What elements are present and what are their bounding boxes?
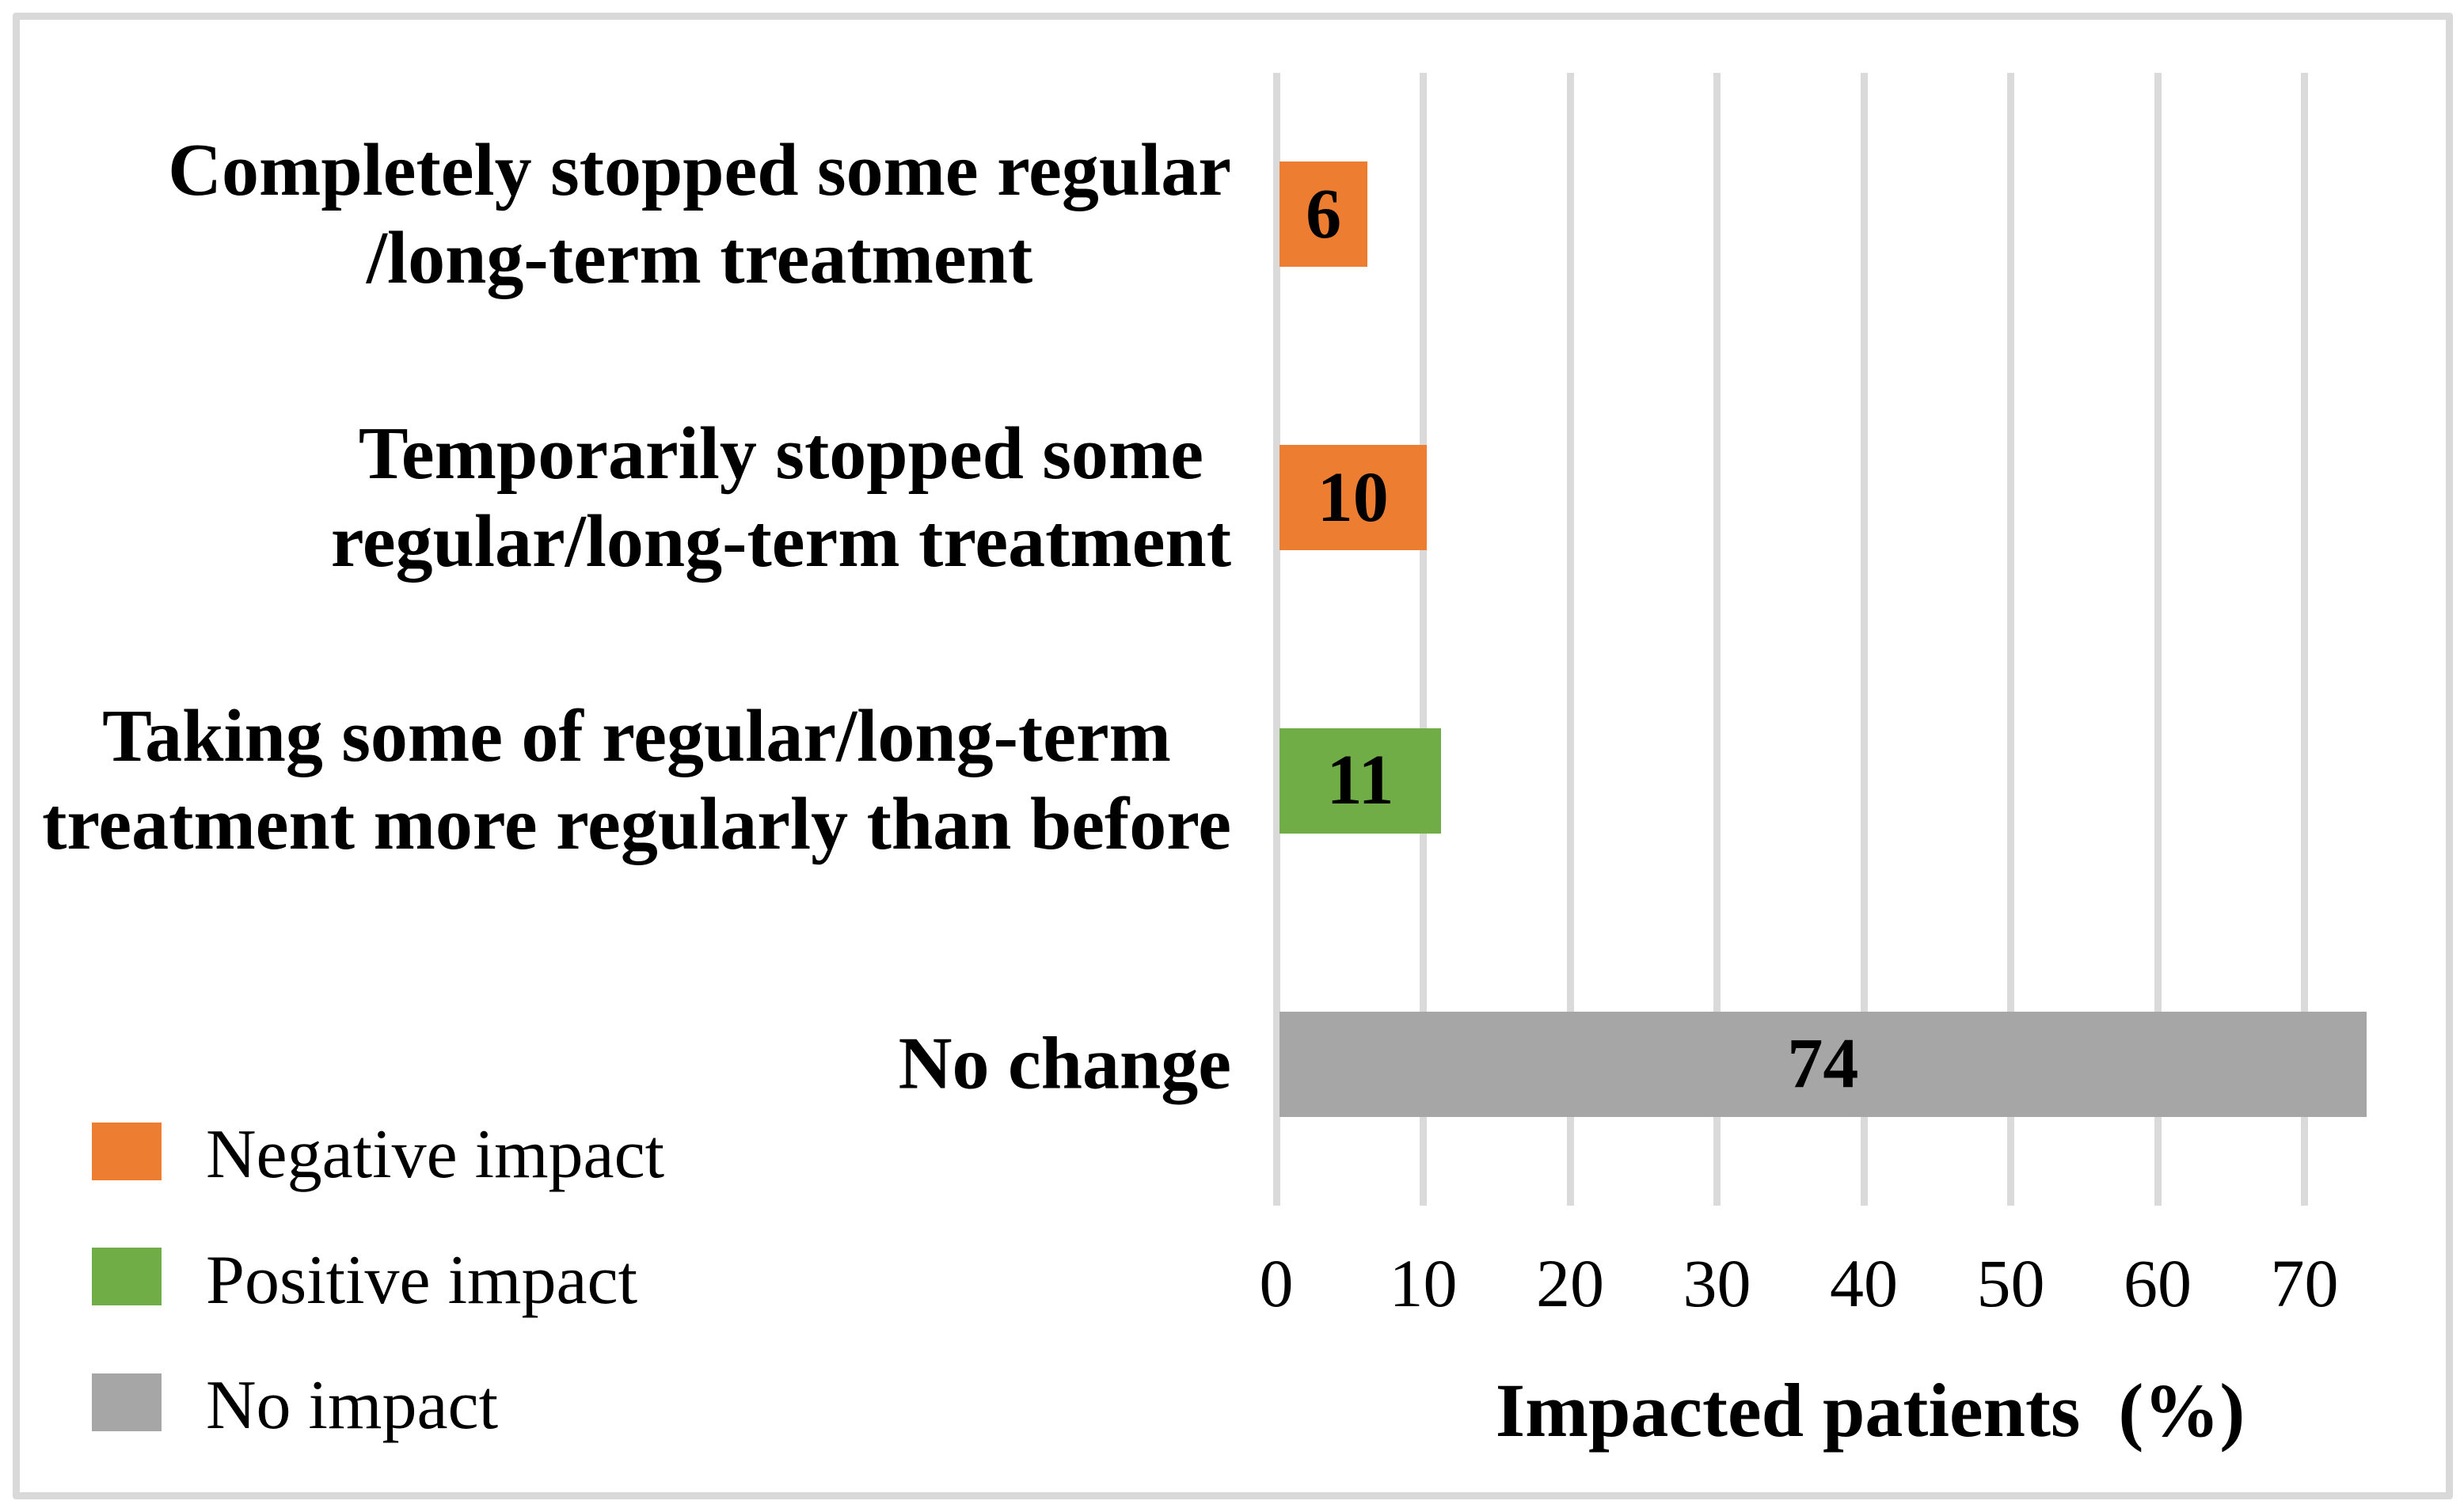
category-label-3: No change bbox=[898, 1022, 1231, 1105]
legend-item-0: Negative impact bbox=[92, 1112, 664, 1190]
bar-row-2: 11 bbox=[1280, 728, 1442, 834]
bar-value-label: 11 bbox=[1326, 741, 1394, 820]
gridline-30 bbox=[1713, 73, 1721, 1206]
category-label-1: Temporarily stopped some regular/long-te… bbox=[330, 412, 1231, 583]
legend-label: No impact bbox=[206, 1367, 499, 1444]
gridline-0 bbox=[1272, 73, 1280, 1206]
bar-row-3: 74 bbox=[1280, 1011, 2367, 1117]
legend-item-2: No impact bbox=[92, 1363, 498, 1441]
legend-label: Positive impact bbox=[206, 1241, 638, 1319]
x-tick-label-30: 30 bbox=[1683, 1245, 1751, 1321]
legend-label: Negative impact bbox=[206, 1116, 665, 1193]
gridline-60 bbox=[2154, 73, 2162, 1206]
bar-value-label: 6 bbox=[1306, 174, 1342, 253]
gridline-50 bbox=[2007, 73, 2014, 1206]
legend-swatch-icon bbox=[92, 1373, 162, 1431]
gridline-70 bbox=[2301, 73, 2308, 1206]
gridline-40 bbox=[1860, 73, 1868, 1206]
x-tick-label-10: 10 bbox=[1389, 1245, 1458, 1321]
gridline-20 bbox=[1566, 73, 1574, 1206]
category-label-0: Completely stopped some regular /long-te… bbox=[168, 128, 1231, 299]
x-tick-label-70: 70 bbox=[2270, 1245, 2339, 1321]
x-tick-label-50: 50 bbox=[1976, 1245, 2045, 1321]
bar-value-label: 10 bbox=[1317, 458, 1389, 537]
legend-swatch-icon bbox=[92, 1248, 162, 1305]
bar-row-0: 6 bbox=[1280, 161, 1368, 268]
bar-value-label: 74 bbox=[1787, 1024, 1859, 1104]
gridline-10 bbox=[1420, 73, 1427, 1206]
x-tick-label-20: 20 bbox=[1536, 1245, 1604, 1321]
x-tick-label-40: 40 bbox=[1830, 1245, 1898, 1321]
legend-item-1: Positive impact bbox=[92, 1238, 637, 1316]
x-axis-title: Impacted patients (%) bbox=[1495, 1368, 2245, 1453]
x-tick-label-0: 0 bbox=[1259, 1245, 1294, 1321]
bar-row-1: 10 bbox=[1280, 445, 1427, 551]
legend-swatch-icon bbox=[92, 1122, 162, 1180]
x-tick-label-60: 60 bbox=[2124, 1245, 2192, 1321]
category-label-2: Taking some of regular/long-term treatme… bbox=[42, 695, 1231, 866]
